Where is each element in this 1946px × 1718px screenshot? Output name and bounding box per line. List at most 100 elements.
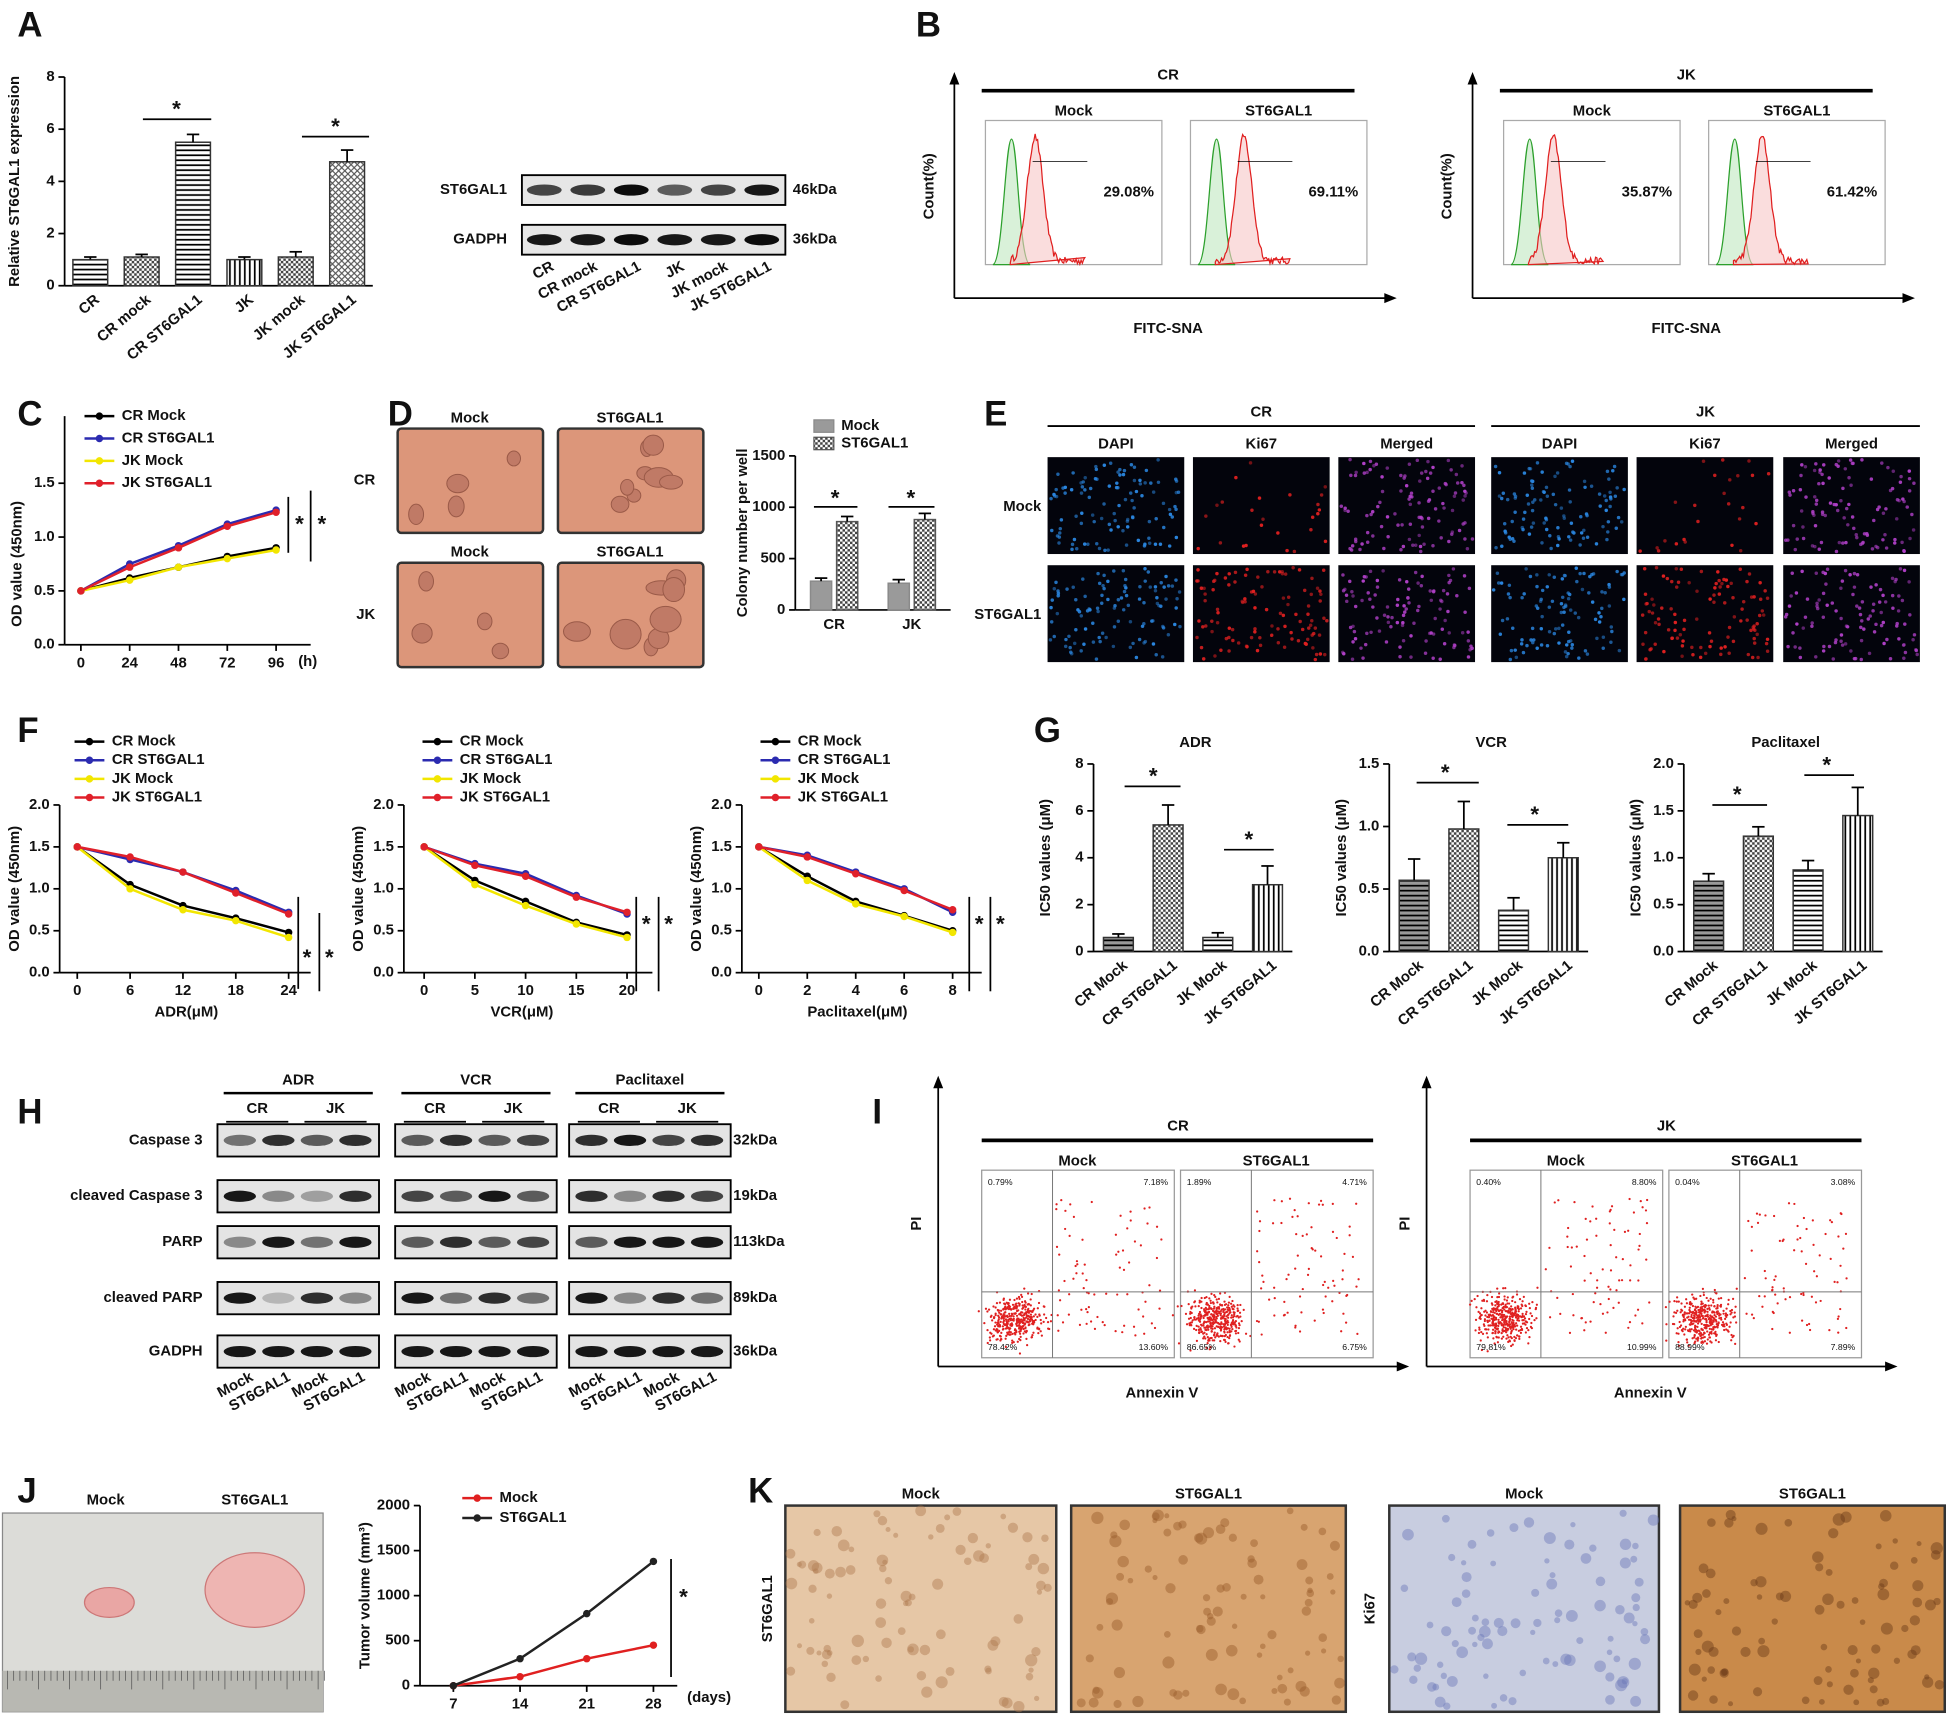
event [1033,1321,1035,1323]
event [1725,1307,1727,1309]
event [1245,1333,1247,1335]
y-tick-label: 500 [385,1633,410,1649]
nucleus [990,1636,1000,1646]
event [1498,1336,1500,1338]
cell [1788,490,1791,493]
cell [1568,465,1571,468]
cell [1154,653,1157,656]
legend-marker [86,794,93,801]
cell [1902,643,1905,646]
cell [1112,512,1115,515]
event [996,1331,998,1333]
nucleus [1437,1662,1443,1668]
event [1593,1301,1595,1303]
event [1498,1301,1500,1303]
cell [1203,592,1206,595]
nucleus [1482,1618,1490,1626]
blot-band [339,1191,371,1202]
event [1320,1255,1322,1257]
cell [1785,613,1788,616]
quadrant-percent: 10.99% [1627,1342,1657,1352]
cell [1817,482,1820,485]
event [1501,1332,1503,1334]
nucleus [1241,1594,1247,1600]
event [1233,1313,1235,1315]
cell [1561,577,1564,580]
event [1208,1307,1210,1309]
cell [1682,628,1685,631]
cell [1531,509,1534,512]
event [1506,1299,1508,1301]
cell [1878,600,1881,603]
y-tick-label: 0 [1075,943,1083,959]
cell [1178,590,1181,593]
event [1024,1327,1026,1329]
event [1526,1327,1528,1329]
nucleus [1911,1645,1921,1655]
event [1525,1305,1527,1307]
event [999,1301,1001,1303]
y-axis-label: OD value (450nm) [351,826,367,952]
event [1008,1334,1010,1336]
x-tick-label: 10 [517,983,534,999]
legend-label: CR ST6GAL1 [798,752,891,768]
cell [1804,495,1807,498]
cell [1766,638,1769,641]
event [1205,1307,1207,1309]
event [1020,1314,1022,1316]
event [1172,1314,1174,1316]
nucleus [1685,1600,1690,1605]
event [1086,1311,1088,1313]
event [1713,1326,1715,1328]
cell [1354,471,1357,474]
point [650,1558,657,1565]
cell [1885,546,1888,549]
cell [1894,578,1897,581]
event [1058,1254,1060,1256]
series-line [424,847,627,935]
event [1720,1317,1722,1319]
cell [1424,639,1427,642]
cell [1868,652,1871,655]
event [1676,1310,1678,1312]
significance-mark: * [664,911,673,936]
cell [1794,548,1797,551]
nucleus [928,1534,933,1539]
event [1028,1316,1030,1318]
event [1008,1308,1010,1310]
event [1200,1329,1202,1331]
legend-marker [96,435,103,442]
event [1194,1289,1196,1291]
event [978,1310,980,1312]
nucleus [1620,1539,1631,1550]
bar [330,162,365,286]
blot-band [575,1191,607,1202]
point [516,1673,523,1680]
nucleus [1284,1699,1291,1706]
cell [1902,656,1905,659]
panel-label: ST6GAL1 [1763,104,1830,120]
cell [1509,658,1512,661]
cell [1276,531,1279,534]
event [1115,1253,1117,1255]
cell [1467,639,1470,642]
cell [1872,519,1875,522]
nucleus [879,1565,886,1572]
x-axis-label: VCR(μM) [490,1004,553,1020]
legend-marker [434,775,441,782]
event [1496,1287,1498,1289]
event [1764,1295,1766,1297]
nucleus [973,1550,984,1561]
nucleus [826,1673,835,1682]
event [1151,1322,1153,1324]
event [1012,1315,1014,1317]
column-label: Mock [87,1493,126,1509]
event [1519,1329,1521,1331]
cell [1227,583,1230,586]
cell [1708,645,1711,648]
cell [1417,534,1420,537]
blot-band [301,1135,333,1146]
event [1230,1303,1232,1305]
event [1062,1321,1064,1323]
y-tick-label: 1.0 [1653,850,1674,866]
